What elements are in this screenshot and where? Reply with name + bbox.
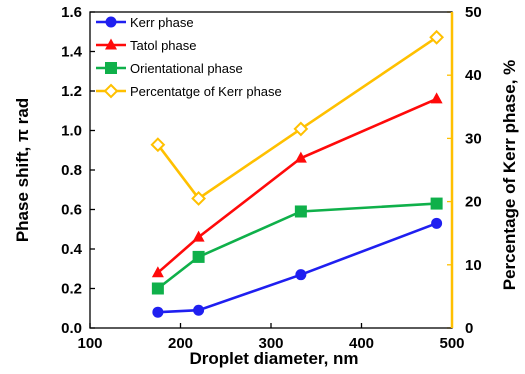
series-1: [151, 92, 443, 278]
plot-frame: [89, 11, 453, 329]
y-axis-left: 0.0 0.2 0.4 0.6 0.8 1.0 1.2 1.4 1.6: [61, 4, 95, 337]
y-tick-label: 1.0: [61, 123, 82, 140]
series-0: [152, 217, 443, 318]
x-tick-label: 300: [258, 335, 283, 352]
y-tick-label: 1.4: [61, 44, 83, 61]
data-point: [294, 205, 307, 218]
legend-marker: [103, 83, 119, 99]
y-tick-label: 1.2: [61, 83, 82, 100]
data-point: [429, 29, 445, 45]
y2-tick-label: 40: [465, 67, 482, 84]
data-point: [151, 282, 164, 295]
y-axis-title: Phase shift, π rad: [13, 98, 32, 242]
legend-label: Orientational phase: [130, 61, 243, 76]
y-axis-right: 0 10 20 30 40 50: [447, 4, 482, 337]
data-point: [193, 304, 205, 316]
y2-tick-label: 0: [465, 320, 473, 337]
y2-tick-label: 50: [465, 4, 482, 21]
data-point: [294, 151, 307, 163]
y-tick-label: 1.6: [61, 4, 82, 21]
data-point: [192, 230, 205, 242]
y-tick-label: 0.0: [61, 320, 82, 337]
y-tick-label: 0.4: [61, 241, 83, 258]
data-point: [151, 266, 164, 278]
legend-marker: [105, 62, 117, 74]
series-line: [156, 36, 438, 201]
y-tick-label: 0.6: [61, 202, 82, 219]
legend-marker: [105, 38, 117, 50]
data-point: [430, 92, 443, 104]
data-point: [150, 137, 166, 153]
y-tick-label: 0.2: [61, 281, 82, 298]
y2-axis-title: Percentage of Kerr phase, %: [500, 60, 519, 291]
legend-marker: [105, 16, 117, 28]
legend-label: Tatol phase: [130, 38, 197, 53]
y2-tick-label: 20: [465, 194, 482, 211]
data-point: [295, 269, 307, 281]
series-line: [157, 97, 438, 274]
y2-tick-label: 30: [465, 130, 482, 147]
x-tick-label: 100: [77, 335, 102, 352]
x-tick-label: 500: [439, 335, 464, 352]
x-axis-title: Droplet diameter, nm: [189, 349, 358, 368]
legend-label: Percentatge of Kerr phase: [130, 84, 282, 99]
x-tick-label: 200: [168, 335, 193, 352]
series-layer: [150, 29, 445, 318]
series-line: [157, 222, 438, 314]
data-point: [152, 306, 164, 318]
data-point: [191, 191, 207, 206]
data-point: [430, 197, 443, 210]
y2-tick-label: 10: [465, 257, 482, 274]
legend-label: Kerr phase: [130, 15, 194, 30]
series-2: [151, 197, 443, 295]
data-point: [192, 250, 205, 263]
y-tick-label: 0.8: [61, 162, 82, 179]
data-point: [293, 121, 309, 137]
series-line: [157, 202, 437, 290]
data-point: [431, 217, 443, 229]
series-3: [150, 29, 445, 206]
legend: Kerr phase Tatol phase Orientational phase…: [96, 15, 282, 99]
x-tick-label: 400: [349, 335, 374, 352]
